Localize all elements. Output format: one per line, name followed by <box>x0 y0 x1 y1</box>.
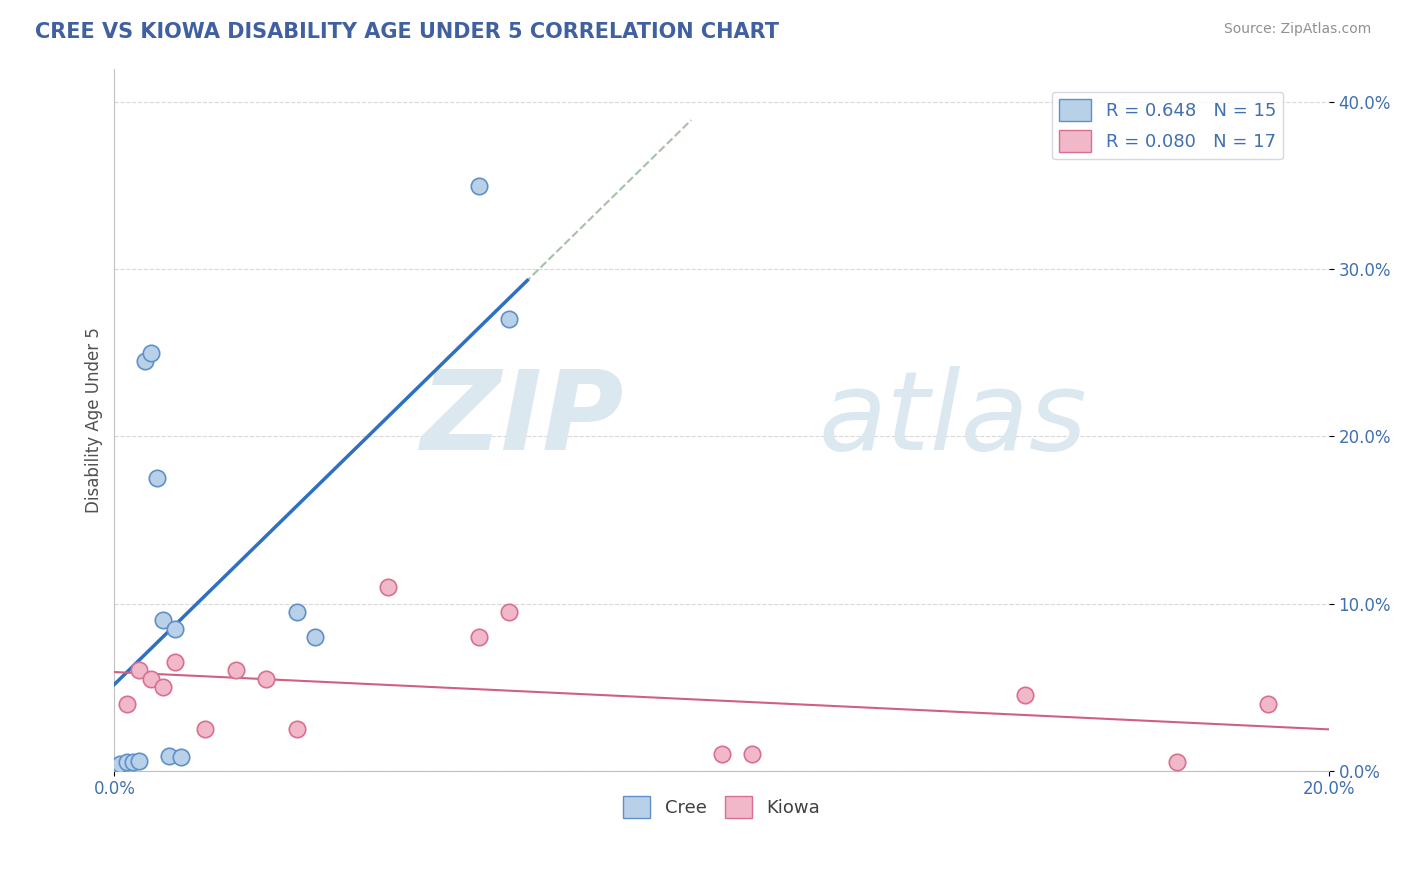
Point <box>128 664 150 678</box>
Point <box>498 605 520 619</box>
Text: CREE VS KIOWA DISABILITY AGE UNDER 5 CORRELATION CHART: CREE VS KIOWA DISABILITY AGE UNDER 5 COR… <box>35 22 779 42</box>
Point <box>121 756 143 770</box>
Text: atlas: atlas <box>818 366 1087 473</box>
Point <box>1166 756 1188 770</box>
Point <box>152 613 174 627</box>
Text: ZIP: ZIP <box>420 366 624 473</box>
Point <box>134 354 156 368</box>
Point <box>304 630 326 644</box>
Point <box>146 471 169 485</box>
Point <box>157 748 180 763</box>
Point <box>1014 689 1036 703</box>
Point <box>467 630 489 644</box>
Text: Source: ZipAtlas.com: Source: ZipAtlas.com <box>1223 22 1371 37</box>
Point <box>110 757 132 772</box>
Point <box>152 680 174 694</box>
Point <box>285 605 308 619</box>
Point <box>165 655 187 669</box>
Point <box>115 756 138 770</box>
Point <box>467 178 489 193</box>
Point <box>194 722 217 736</box>
Point <box>498 312 520 326</box>
Point <box>165 622 187 636</box>
Legend: Cree, Kiowa: Cree, Kiowa <box>616 789 827 825</box>
Point <box>115 697 138 711</box>
Point <box>225 664 247 678</box>
Point <box>170 750 193 764</box>
Point <box>710 747 733 761</box>
Point <box>741 747 763 761</box>
Y-axis label: Disability Age Under 5: Disability Age Under 5 <box>86 326 103 513</box>
Point <box>1257 697 1279 711</box>
Point <box>139 345 162 359</box>
Point <box>285 722 308 736</box>
Point <box>139 672 162 686</box>
Point <box>254 672 277 686</box>
Point <box>128 754 150 768</box>
Point <box>377 580 399 594</box>
